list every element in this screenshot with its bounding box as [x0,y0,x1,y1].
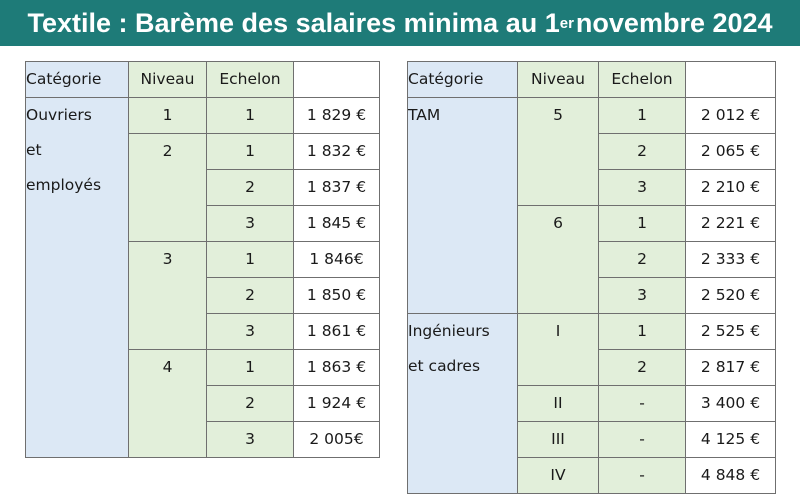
level-cell: IV [517,457,599,494]
level-cell: 6 [517,205,599,314]
level-cell: 4 [128,349,207,458]
salary-table-tam-cadres: Catégorie Niveau Echelon TAM 5 1 2 012 €… [407,61,776,494]
step-cell: 1 [206,349,294,386]
table-row: 2 2 065 € [408,133,776,170]
salary-cell: 1 924 € [293,385,380,422]
table-row: 6 1 2 221 € [408,205,776,314]
table-row: 3 1 1 846€ [26,241,380,350]
page-title: Textile : Barème des salaires minima au … [0,0,800,46]
step-cell: 1 [206,241,294,278]
salary-cell: 4 848 € [685,457,776,494]
category-line: Ingénieurs [408,322,490,340]
header-category: Catégorie [25,61,129,98]
table-row: 3 2 210 € [408,169,776,206]
step-cell: 2 [598,133,686,170]
header-step: Echelon [598,61,686,98]
table-header-row: Catégorie Niveau Echelon [25,61,380,98]
title-superscript: er [559,14,574,32]
table-row: III - 4 125 € [408,421,776,458]
category-line: Ouvriers [26,106,92,124]
step-cell: 2 [206,169,294,206]
category-line: et [26,141,42,159]
table-row: 3 2 005€ [26,421,380,458]
salary-table-ouvriers: Catégorie Niveau Echelon Ouvriers et emp… [25,61,380,458]
header-level: Niveau [128,61,207,98]
step-cell: 3 [598,277,686,314]
salary-cell: 2 005€ [293,421,380,458]
category-ouvriers: Ouvriers et employés [25,97,129,458]
header-category: Catégorie [407,61,518,98]
header-blank [685,61,776,98]
salary-cell: 1 832 € [293,133,380,170]
step-cell: 2 [206,277,294,314]
title-main: Textile : Barème des salaires minima au … [27,7,560,38]
header-step: Echelon [206,61,294,98]
step-cell: 2 [598,349,686,386]
level-cell: 5 [517,97,599,206]
salary-cell: 2 817 € [685,349,776,386]
salary-cell: 2 221 € [685,205,776,242]
step-cell: - [598,457,686,494]
salary-cell: 1 837 € [293,169,380,206]
step-cell: 1 [598,313,686,350]
step-cell: 3 [206,205,294,242]
step-cell: 1 [598,205,686,242]
step-cell: 1 [206,133,294,170]
level-cell: 2 [128,133,207,242]
level-cell: III [517,421,599,458]
table-row: IV - 4 848 € [408,457,776,494]
salary-cell: 1 845 € [293,205,380,242]
title-tail: novembre 2024 [575,7,773,38]
salary-cell: 1 829 € [293,97,380,134]
category-ingenieurs-cadres: Ingénieurs et cadres [407,313,518,494]
salary-cell: 2 012 € [685,97,776,134]
table-row: 2 2 817 € [408,349,776,386]
table-header-row: Catégorie Niveau Echelon [407,61,776,98]
table-row: 2 1 837 € [26,169,380,206]
table-row: Ouvriers et employés 1 1 1 829 € [25,97,380,458]
salary-cell: 2 333 € [685,241,776,278]
step-cell: 3 [598,169,686,206]
step-cell: 1 [206,97,294,134]
level-cell: II [517,385,599,422]
salary-cell: 3 400 € [685,385,776,422]
table-row: 3 1 861 € [26,313,380,350]
table-row: II - 3 400 € [408,385,776,422]
salary-cell: 2 065 € [685,133,776,170]
step-cell: 2 [206,385,294,422]
category-line: et cadres [408,357,481,375]
table-row: 2 1 1 832 € [26,133,380,242]
salary-cell: 2 520 € [685,277,776,314]
category-tam: TAM [407,97,518,314]
level-cell: 3 [128,241,207,350]
header-blank [293,61,380,98]
step-cell: 2 [598,241,686,278]
step-cell: 1 [598,97,686,134]
step-cell: - [598,385,686,422]
salary-cell: 1 863 € [293,349,380,386]
table-row: Ingénieurs et cadres I 1 2 525 € [407,313,776,494]
table-row: TAM 5 1 2 012 € [407,97,776,314]
header-level: Niveau [517,61,599,98]
table-row: 4 1 1 863 € [26,349,380,458]
level-cell: I [517,313,599,386]
category-line: employés [26,176,102,194]
level-cell: 1 [128,97,207,134]
step-cell: 3 [206,313,294,350]
step-cell: - [598,421,686,458]
salary-cell: 1 846€ [293,241,380,278]
salary-cell: 2 210 € [685,169,776,206]
salary-cell: 2 525 € [685,313,776,350]
step-cell: 3 [206,421,294,458]
salary-cell: 4 125 € [685,421,776,458]
salary-cell: 1 861 € [293,313,380,350]
table-row: 2 1 850 € [26,277,380,314]
salary-cell: 1 850 € [293,277,380,314]
